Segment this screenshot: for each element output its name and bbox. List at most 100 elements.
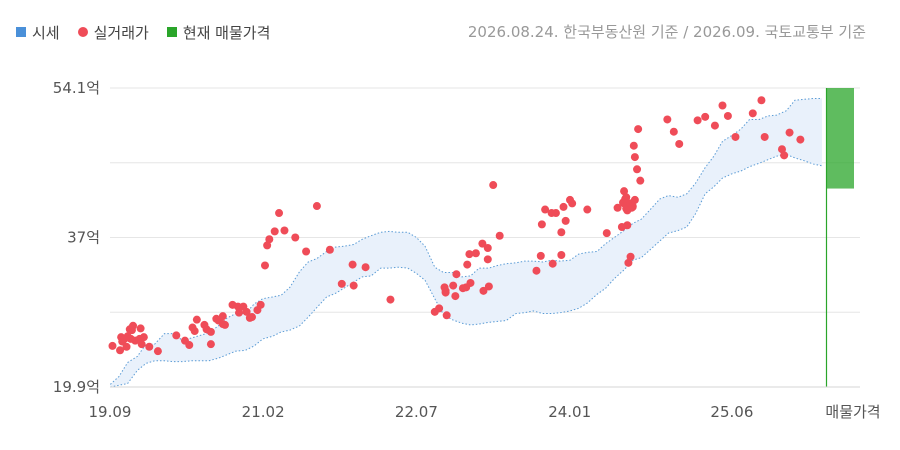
transaction-dot xyxy=(495,231,504,240)
transaction-dot xyxy=(731,132,740,141)
transaction-dot xyxy=(536,251,545,260)
x-tick-label: 22.07 xyxy=(395,403,438,421)
legend-swatch xyxy=(16,27,26,37)
transaction-dot xyxy=(760,132,769,141)
transaction-dot xyxy=(629,141,638,150)
transaction-dot xyxy=(349,281,358,290)
transaction-dot xyxy=(337,279,346,288)
transaction-dot xyxy=(206,327,215,336)
transaction-dot xyxy=(723,111,732,120)
transaction-dot xyxy=(624,258,633,267)
transaction-dot xyxy=(136,324,145,333)
x-tick-label: 25.06 xyxy=(710,403,753,421)
transaction-dot xyxy=(701,112,710,121)
legend-item[interactable]: 현재 매물가격 xyxy=(166,22,271,43)
transaction-dot xyxy=(568,199,577,208)
transaction-dot xyxy=(185,341,194,350)
transaction-dot xyxy=(145,342,154,351)
transaction-dot xyxy=(206,340,215,349)
legend-item[interactable]: 실거래가 xyxy=(77,22,149,43)
transaction-dot xyxy=(260,261,269,270)
transaction-dot xyxy=(263,241,272,250)
transaction-dot xyxy=(626,252,635,261)
transaction-dot xyxy=(220,320,229,329)
gridlines xyxy=(110,87,860,313)
transaction-dot xyxy=(139,333,148,342)
legend-swatch xyxy=(77,27,88,37)
legend-label: 현재 매물가격 xyxy=(182,23,271,42)
transaction-dot xyxy=(777,145,786,154)
y-tick-label: 37억 xyxy=(67,229,100,247)
transaction-dot xyxy=(557,228,566,237)
listing-price-range xyxy=(825,88,854,387)
x-tick-label: 24.01 xyxy=(548,403,591,421)
transaction-dot xyxy=(630,153,639,162)
legend-swatch xyxy=(166,27,177,37)
legend-label: 실거래가 xyxy=(93,23,149,42)
transaction-dot xyxy=(561,216,570,225)
legend: 시세 실거래가 현재 매물가격 xyxy=(16,20,270,44)
transaction-dot xyxy=(757,96,766,105)
y-tick-label: 19.9억 xyxy=(53,378,100,396)
transaction-dot xyxy=(630,195,639,204)
source-note: 2026.08.24. 한국부동산원 기준 / 2026.09. 국토교통부 기… xyxy=(467,23,866,41)
axes: 19.9억 37억 54.1억 19.09 21.02 22.07 24.01 25.06 매물… xyxy=(53,79,881,421)
transaction-dot xyxy=(484,282,493,291)
y-tick-label: 54.1억 xyxy=(53,79,100,97)
transaction-dot xyxy=(442,311,451,320)
transaction-dot xyxy=(483,255,492,264)
transaction-dot xyxy=(218,312,227,321)
transaction-dot xyxy=(192,315,201,324)
listing-axis-label: 매물가격 xyxy=(825,403,880,421)
transaction-dot xyxy=(785,128,794,137)
band-lower-line xyxy=(110,153,823,388)
transaction-dot xyxy=(270,227,279,236)
transaction-dot xyxy=(291,233,300,242)
transaction-dot xyxy=(559,202,568,211)
x-tick-label: 21.02 xyxy=(242,403,285,421)
transaction-dot xyxy=(796,135,805,144)
transaction-dot xyxy=(718,101,727,110)
transaction-dot xyxy=(312,202,321,211)
transaction-dot xyxy=(675,139,684,148)
transaction-points xyxy=(108,96,805,356)
legend-item[interactable]: 시세 xyxy=(16,22,60,43)
transaction-dot xyxy=(557,250,566,259)
transaction-dot xyxy=(122,342,131,351)
transaction-dot xyxy=(663,115,672,124)
market-price-band xyxy=(109,97,823,388)
transaction-dot xyxy=(325,245,334,254)
transaction-dot xyxy=(452,270,461,279)
legend-label: 시세 xyxy=(32,23,60,42)
transaction-dot xyxy=(551,209,560,218)
transaction-dot xyxy=(623,221,632,230)
transaction-dot xyxy=(602,229,611,238)
transaction-dot xyxy=(116,346,125,355)
transaction-dot xyxy=(613,203,622,212)
transaction-dot xyxy=(153,347,162,356)
transaction-dot xyxy=(620,187,629,196)
transaction-dot xyxy=(479,286,488,295)
transaction-dot xyxy=(622,193,631,202)
transaction-dot xyxy=(172,331,181,340)
transaction-dot xyxy=(265,235,274,244)
transaction-dot xyxy=(248,313,257,322)
transaction-dot xyxy=(483,243,492,252)
transaction-dot xyxy=(548,259,557,268)
transaction-dot xyxy=(780,151,789,160)
transaction-dot xyxy=(465,250,474,259)
transaction-dot xyxy=(693,116,702,125)
transaction-dot xyxy=(449,281,458,290)
transaction-dot xyxy=(280,226,289,235)
transaction-dot xyxy=(108,341,117,350)
transaction-dot xyxy=(471,249,480,258)
transaction-dot xyxy=(129,321,138,330)
transaction-dot xyxy=(633,165,642,174)
transaction-dot xyxy=(386,295,395,304)
transaction-dot xyxy=(748,109,757,118)
transaction-dot xyxy=(636,176,645,185)
transaction-dot xyxy=(537,220,546,229)
transaction-dot xyxy=(634,125,643,134)
transaction-dot xyxy=(669,127,678,136)
transaction-dot xyxy=(710,121,719,130)
